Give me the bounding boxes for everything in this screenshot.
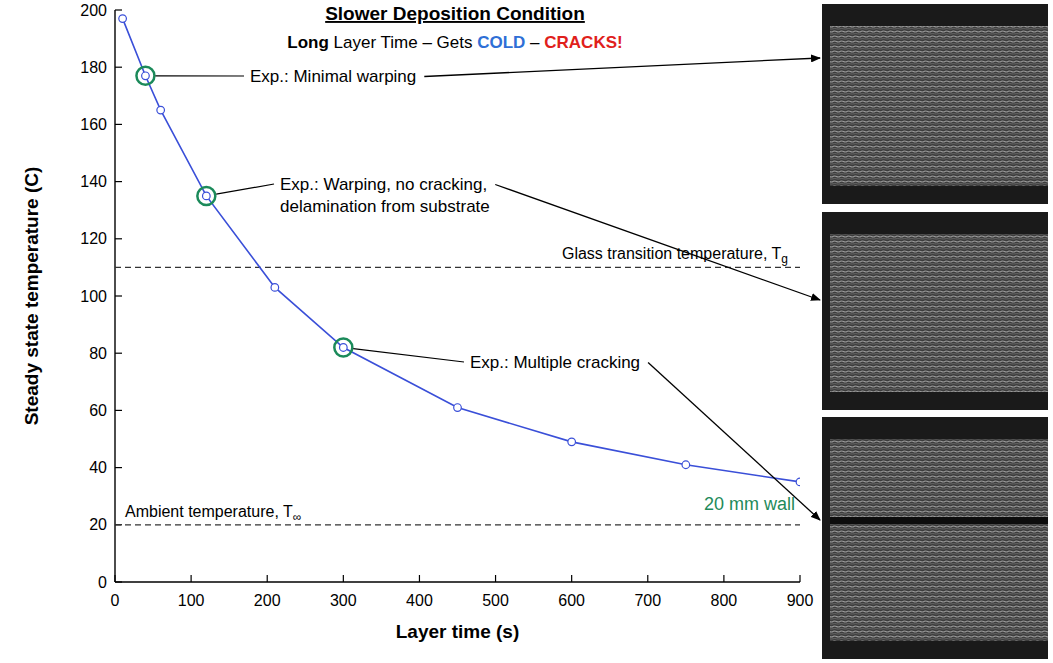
series-marker — [157, 106, 165, 114]
y-tick-label: 0 — [98, 574, 107, 591]
annotation-leader — [216, 184, 274, 194]
annotation-line: Exp.: Minimal warping — [250, 67, 416, 86]
annotation-text: Exp.: Minimal warping — [250, 67, 416, 86]
x-axis-title: Layer time (s) — [396, 621, 520, 642]
photo-frame — [822, 417, 1048, 659]
x-tick-label: 700 — [634, 592, 661, 609]
series-marker — [454, 404, 462, 412]
series-line — [123, 19, 800, 482]
x-tick — [419, 575, 420, 582]
x-tick — [267, 575, 268, 582]
x-tick — [799, 575, 800, 582]
y-tick-label: 20 — [89, 516, 107, 533]
series-marker — [119, 15, 127, 23]
annotation-circle — [136, 67, 154, 85]
x-tick — [191, 575, 192, 582]
x-tick-label: 400 — [406, 592, 433, 609]
title: Slower Deposition Condition — [325, 3, 585, 24]
subtitle-part: – — [525, 33, 544, 52]
reference-label-text: Ambient temperature, T — [125, 503, 293, 520]
chart: 0 20 40 60 80 100 120 140 160 180 200 0 100 200 300 400… — [0, 0, 1053, 663]
y-tick-label: 80 — [89, 345, 107, 362]
x-tick — [647, 575, 648, 582]
subtitle-part: Long — [287, 33, 329, 52]
y-tick — [115, 181, 122, 182]
series-marker — [568, 438, 576, 446]
x-tick — [495, 575, 496, 582]
y-tick — [115, 124, 122, 125]
x-tick-label: 800 — [711, 592, 738, 609]
x-tick-label: 300 — [330, 592, 357, 609]
y-tick — [115, 67, 122, 68]
y-tick-label: 140 — [80, 173, 107, 190]
annotation-text: Exp.: Warping, no cracking, delamination … — [280, 175, 490, 216]
reference-label: Ambient temperature, T∞ — [125, 503, 301, 524]
subtitle-part: Layer Time – Gets — [329, 33, 477, 52]
y-tick-label: 120 — [80, 230, 107, 247]
photo-specimen — [830, 234, 1048, 392]
subtitle-part: COLD — [477, 33, 525, 52]
x-tick-label: 500 — [482, 592, 509, 609]
annotation-text: Exp.: Multiple cracking — [470, 353, 640, 372]
photo-specimen — [830, 26, 1048, 186]
photo-frame — [822, 212, 1048, 410]
annotation-line: Exp.: Multiple cracking — [470, 353, 640, 372]
photo-crack — [830, 517, 1048, 524]
x-tick-label: 0 — [111, 592, 120, 609]
y-tick-label: 60 — [89, 402, 107, 419]
photo-specimen — [830, 439, 1048, 641]
annotation-arrow — [424, 58, 820, 77]
series-marker — [203, 192, 211, 200]
y-tick — [115, 410, 122, 411]
annotation-leader — [155, 75, 244, 76]
annotation-arrow — [495, 185, 820, 301]
reference-line — [115, 524, 800, 525]
annotation-leader — [353, 349, 464, 362]
x-tick — [343, 575, 344, 582]
reference-label-subscript: g — [781, 252, 788, 266]
y-tick — [115, 295, 122, 296]
series-marker — [340, 344, 348, 352]
y-tick — [115, 9, 122, 10]
x-tick-label: 200 — [254, 592, 281, 609]
annotation-circle — [197, 187, 215, 205]
annotation-arrow — [648, 363, 820, 521]
y-tick-label: 40 — [89, 459, 107, 476]
series-marker — [142, 72, 150, 80]
annotation-line: delamination from substrate — [280, 197, 490, 216]
y-tick-label: 180 — [80, 59, 107, 76]
subtitle-part: CRACKS! — [544, 33, 622, 52]
y-axis — [114, 10, 115, 582]
x-tick — [571, 575, 572, 582]
photo-frame — [822, 4, 1048, 204]
x-tick-label: 100 — [178, 592, 205, 609]
plot-marks — [119, 15, 800, 486]
series-marker — [682, 461, 690, 469]
y-tick — [115, 467, 122, 468]
series-marker — [796, 478, 800, 486]
y-tick-label: 160 — [80, 116, 107, 133]
y-tick-label: 200 — [80, 2, 107, 19]
y-tick — [115, 353, 122, 354]
subtitle: Long Layer Time – Gets COLD – CRACKS! — [287, 33, 622, 52]
y-tick — [115, 238, 122, 239]
y-tick-label: 100 — [80, 288, 107, 305]
x-axis — [115, 581, 800, 582]
annotation-line: Exp.: Warping, no cracking, — [280, 175, 487, 194]
reference-line — [115, 267, 800, 268]
series-marker — [271, 284, 279, 292]
reference-label-subscript: ∞ — [293, 510, 302, 524]
x-tick-label: 600 — [558, 592, 585, 609]
x-tick-label: 900 — [787, 592, 814, 609]
y-axis-title: Steady state temperature (C) — [21, 167, 42, 426]
x-tick — [723, 575, 724, 582]
annotation-circle — [334, 338, 352, 356]
series-label: 20 mm wall — [704, 494, 795, 514]
